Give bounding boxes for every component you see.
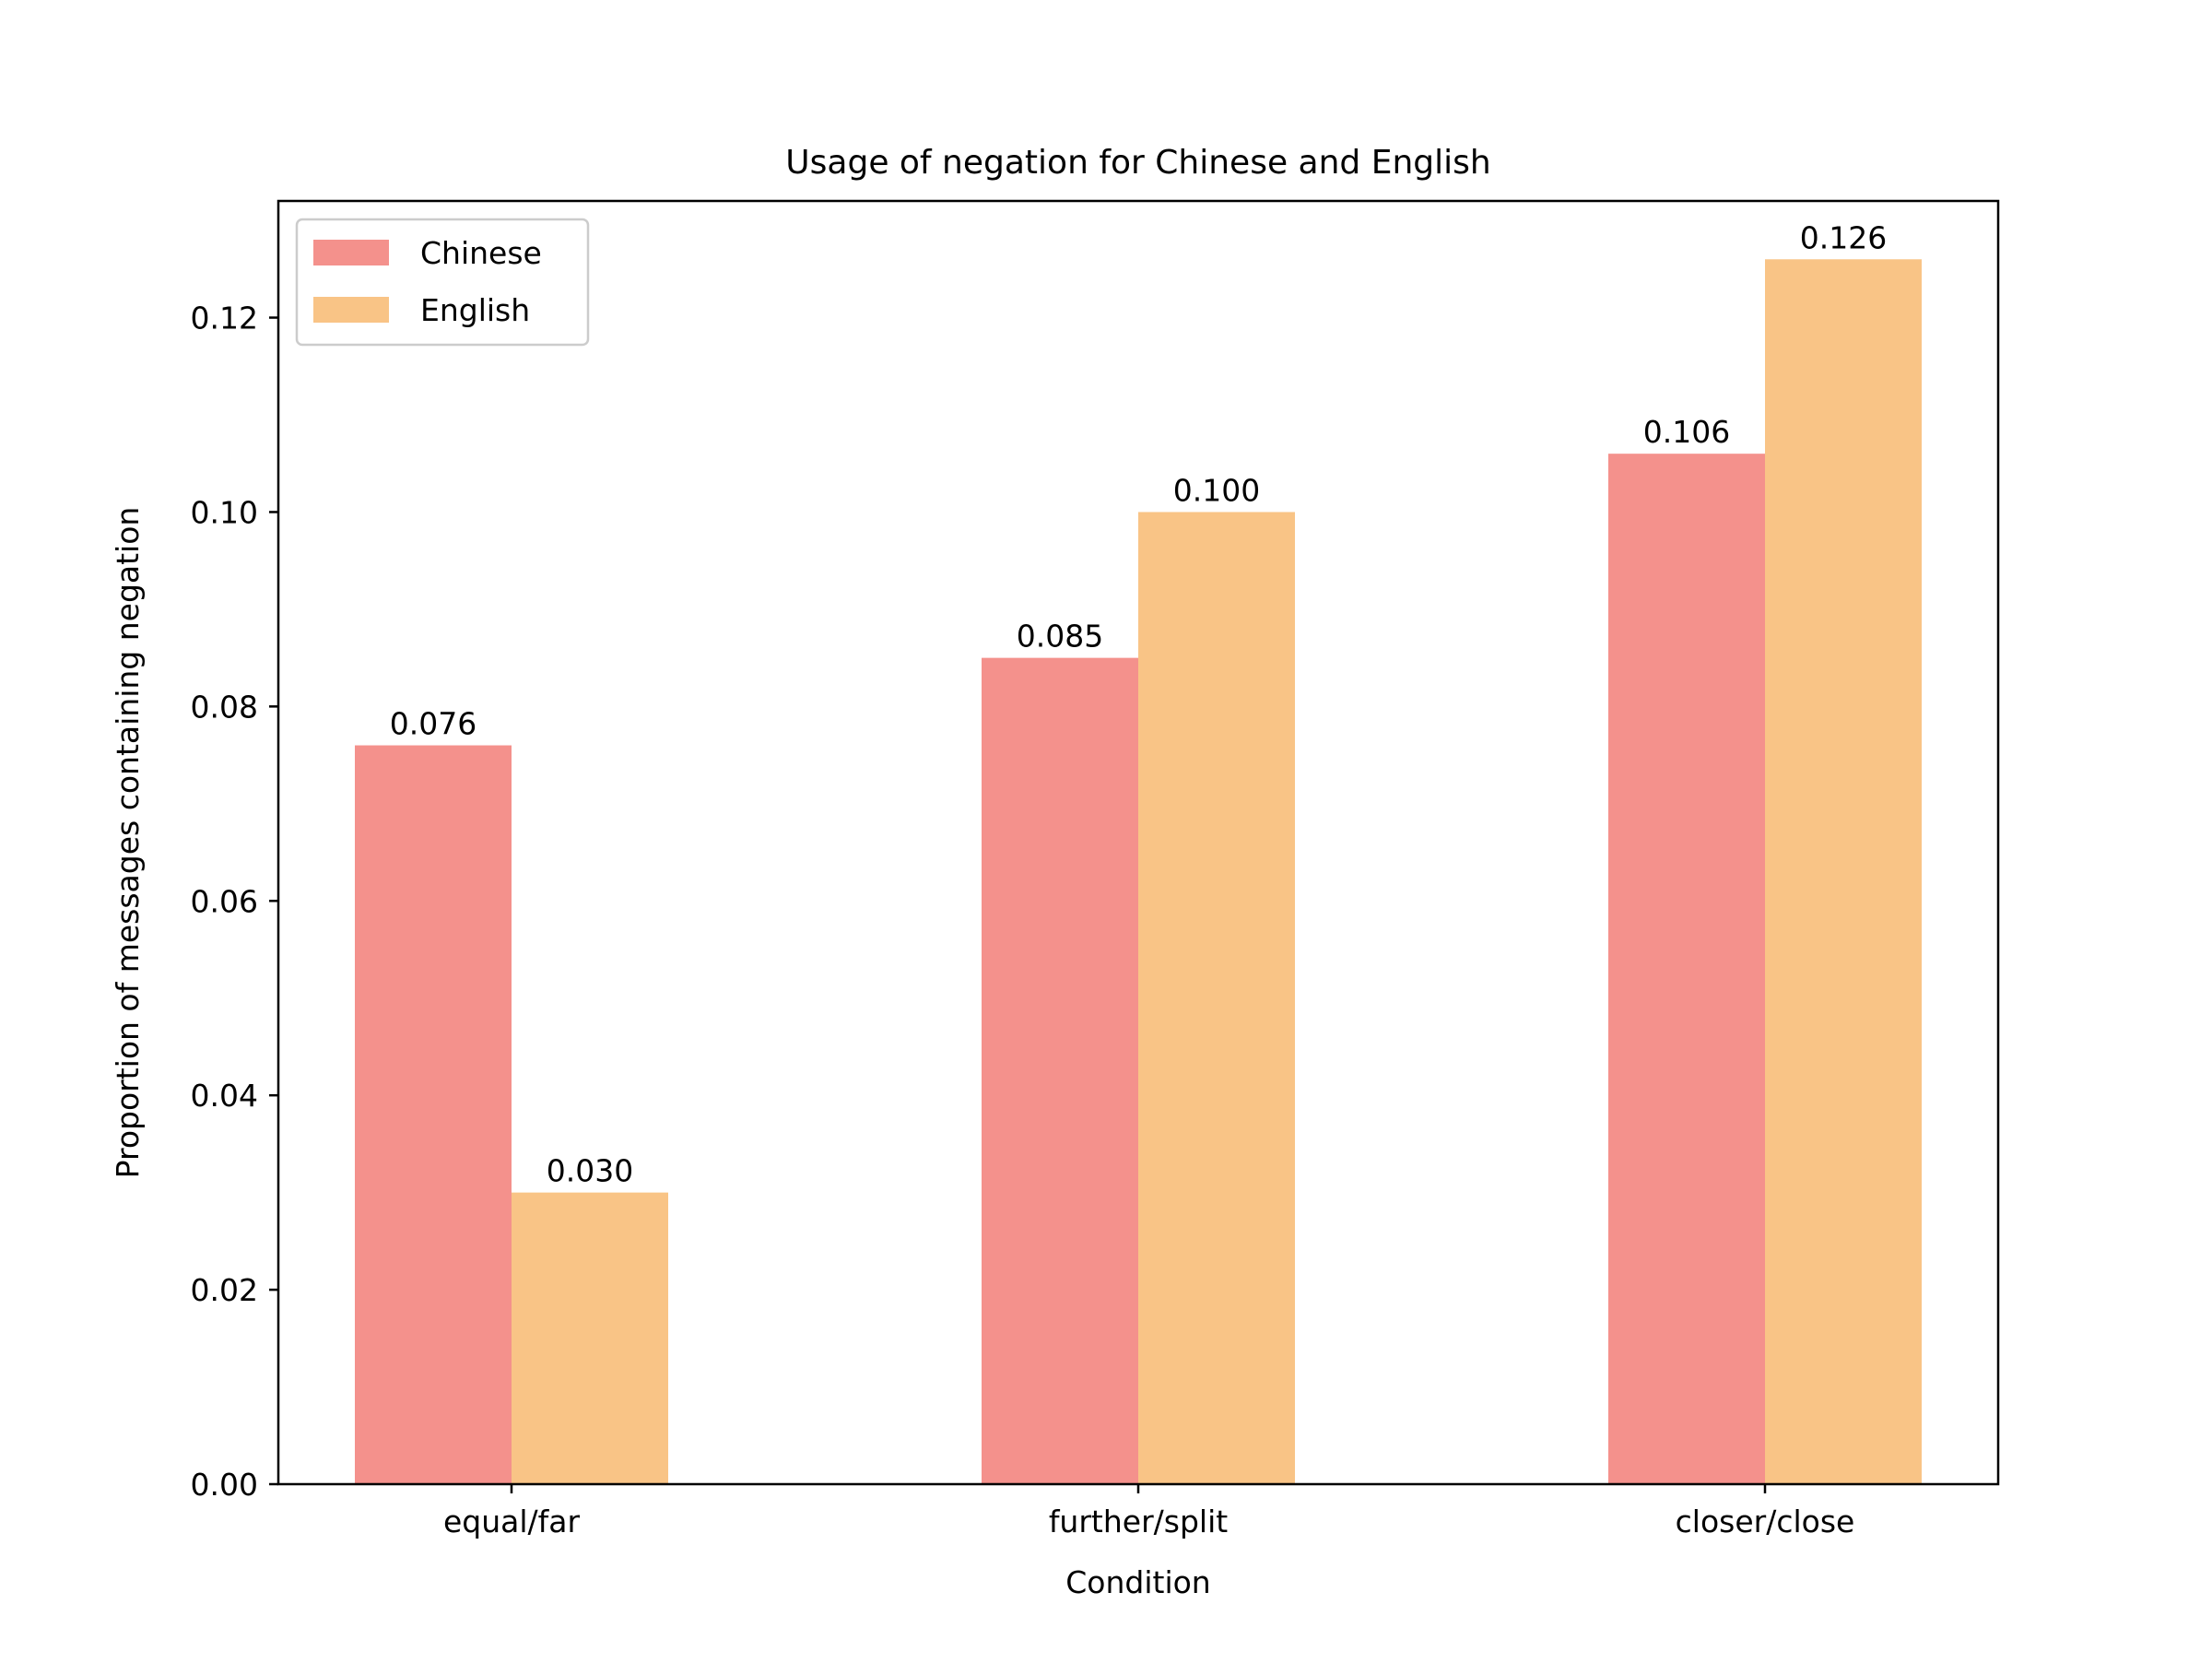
- y-tick-label: 0.06: [191, 883, 258, 919]
- bar-english-closer-close: [1765, 259, 1922, 1485]
- data-label-chinese-equal-far: 0.076: [390, 706, 477, 742]
- bar-english-equal-far: [512, 1192, 668, 1484]
- chart-title: Usage of negation for Chinese and Englis…: [785, 144, 1490, 182]
- y-tick-label: 0.08: [191, 689, 258, 725]
- data-label-chinese-further-split: 0.085: [1017, 619, 1103, 655]
- x-axis-label: Condition: [1065, 1564, 1210, 1600]
- legend-swatch-english: [313, 297, 389, 323]
- data-label-english-equal-far: 0.030: [547, 1153, 633, 1189]
- legend: Chinese English: [295, 218, 590, 347]
- y-axis-label: Proportion of messages containing negati…: [110, 507, 146, 1179]
- legend-label-chinese: Chinese: [420, 235, 542, 271]
- legend-label-english: English: [420, 292, 530, 328]
- data-label-english-closer-close: 0.126: [1800, 219, 1887, 255]
- data-label-chinese-closer-close: 0.106: [1643, 414, 1730, 450]
- x-tick-label-further-split: further/split: [1049, 1504, 1228, 1539]
- x-axis: equal/far further/split closer/close: [443, 1484, 1854, 1539]
- x-tick-label-equal-far: equal/far: [443, 1504, 581, 1539]
- data-label-english-further-split: 0.100: [1173, 472, 1260, 508]
- bar-chinese-further-split: [982, 657, 1138, 1484]
- bar-english-further-split: [1138, 512, 1295, 1484]
- y-tick-label: 0.04: [191, 1078, 258, 1114]
- legend-swatch-chinese: [313, 240, 389, 265]
- y-tick-label: 0.12: [191, 301, 258, 336]
- data-labels-layer: 0.076 0.030 0.085 0.100 0.106 0.126: [390, 219, 1887, 1188]
- x-tick-label-closer-close: closer/close: [1676, 1504, 1855, 1539]
- y-tick-label: 0.02: [191, 1272, 258, 1308]
- y-tick-label: 0.10: [191, 494, 258, 530]
- y-tick-label: 0.00: [191, 1467, 258, 1503]
- bar-chinese-equal-far: [355, 745, 512, 1484]
- y-axis: 0.00 0.02 0.04 0.06 0.08 0.10 0.12: [191, 301, 278, 1503]
- bars-layer: [355, 259, 1922, 1485]
- bar-chinese-closer-close: [1608, 454, 1765, 1484]
- plot-frame: [276, 199, 2000, 1486]
